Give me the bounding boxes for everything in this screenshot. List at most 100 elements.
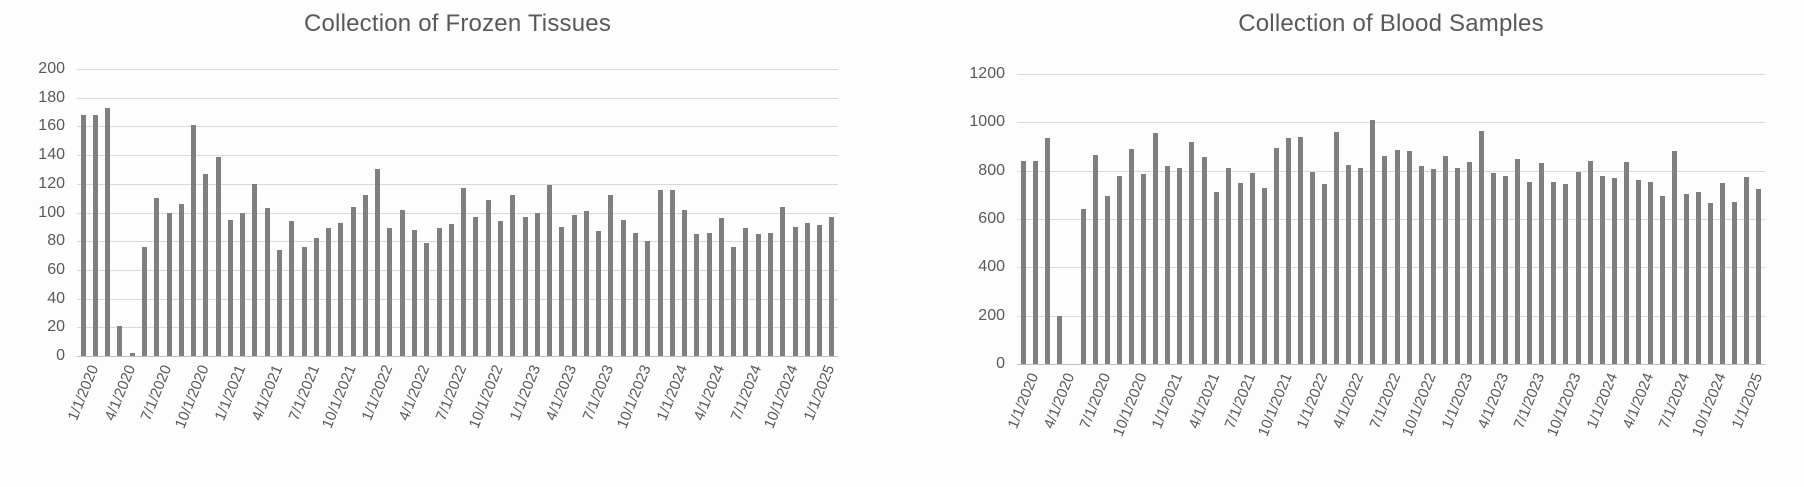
bar [1273,147,1279,364]
bar [92,114,98,356]
bar [1044,138,1050,364]
bar [620,219,626,356]
y-axis-tick-label: 120 [38,174,65,192]
bar [301,246,307,356]
x-axis-tick-label: 1/1/2024 [653,362,692,424]
gridline-y-160 [77,126,838,128]
bar [829,216,835,356]
x-axis-tick-label: 7/1/2020 [137,362,176,424]
bar [1732,202,1738,364]
bar [338,222,344,356]
bar [166,212,172,356]
x-axis-tick-label: 1/1/2024 [1583,370,1621,432]
bar [608,195,614,356]
x-axis-tick-label: 1/1/2022 [1293,370,1332,432]
bar [1370,119,1376,364]
bar [1744,176,1750,364]
bar [1201,157,1207,364]
bar [412,229,418,356]
x-axis-tick-label: 7/1/2021 [285,362,323,424]
x-axis-tick-label: 1/1/2021 [1148,370,1187,432]
bar [240,212,246,356]
x-axis-tick-label: 7/1/2022 [432,362,471,424]
y-axis-tick-label: 160 [38,117,65,135]
gridline-y-800 [1017,170,1765,172]
bar [1310,171,1316,364]
bar [1225,168,1231,364]
bar [755,234,761,356]
bar [1503,175,1509,364]
bar [1032,161,1038,364]
x-axis-tick-label: 1/1/2020 [1004,370,1042,432]
x-axis-tick-label: 4/1/2023 [1474,370,1513,432]
bar [559,226,565,356]
bar [387,228,393,356]
bar [1020,161,1026,364]
bar [1298,136,1304,364]
bar [792,226,798,356]
bar [547,185,553,356]
bar [178,203,184,356]
bar [1587,161,1593,364]
gridline-y-0 [1017,364,1765,365]
x-axis-tick-label: 4/1/2021 [248,362,287,424]
bar [313,238,319,356]
y-axis-tick-label: 1200 [969,65,1005,82]
bar [1647,181,1653,364]
bar [731,246,737,356]
x-axis-tick-label: 1/1/2021 [211,362,250,424]
bar [1623,162,1629,364]
bar [804,222,810,356]
y-axis-tick-label: 40 [47,289,65,307]
bar [682,209,688,356]
x-axis-tick-label: 1/1/2023 [506,362,544,424]
bar [718,218,724,356]
x-axis-tick-label: 4/1/2022 [395,362,434,424]
bar [289,221,295,356]
bar [1153,133,1159,364]
bar [522,216,528,356]
bar [1322,183,1328,364]
x-axis-tick-label: 4/1/2021 [1185,370,1223,432]
bar [1080,209,1086,364]
x-axis-tick-label: 10/1/2024 [1688,370,1730,439]
x-axis-tick-label: 1/1/2022 [358,362,397,424]
bar [1406,151,1412,364]
bar [1358,168,1364,364]
bar [743,228,749,356]
bar [1515,158,1521,364]
x-axis-tick-label: 10/1/2023 [1543,370,1585,439]
y-axis-tick-label: 200 [978,306,1005,324]
bar [1527,181,1533,364]
bar [448,223,454,356]
bar [1720,182,1726,364]
y-axis-tick-label: 60 [47,260,65,278]
bar [215,156,221,356]
bar [534,212,540,356]
bar [362,195,368,356]
bar [375,169,381,356]
bar [436,228,442,356]
x-axis-tick-label: 4/1/2020 [1040,370,1079,432]
x-axis-tick-label: 7/1/2022 [1366,370,1404,432]
frozen-tissues-chart: Collection of Frozen Tissues 200 180 160 14… [0,0,852,487]
bar [1092,154,1098,364]
y-axis-tick-label: 20 [47,318,65,336]
gridline-y-0 [77,356,838,357]
blood-samples-chart: Collection of Blood Samples 1200 1000 800 6… [860,0,1804,487]
y-axis-tick-label: 100 [38,203,65,221]
bar [1249,173,1255,364]
x-axis-tick-label: 10/1/2022 [466,362,508,431]
bar [105,107,111,356]
x-axis-tick-label: 4/1/2020 [101,362,139,424]
bar [191,124,197,356]
x-axis-tick-label: 10/1/2024 [760,362,802,431]
x-axis-tick-label: 4/1/2024 [1619,370,1658,432]
bar [1659,196,1665,364]
bar [497,221,503,356]
bar [1382,156,1388,364]
x-axis-tick-label: 10/1/2020 [1109,370,1151,439]
gridline-y-40 [77,298,838,300]
bar [1696,192,1702,364]
gridline-y-120 [77,183,838,185]
